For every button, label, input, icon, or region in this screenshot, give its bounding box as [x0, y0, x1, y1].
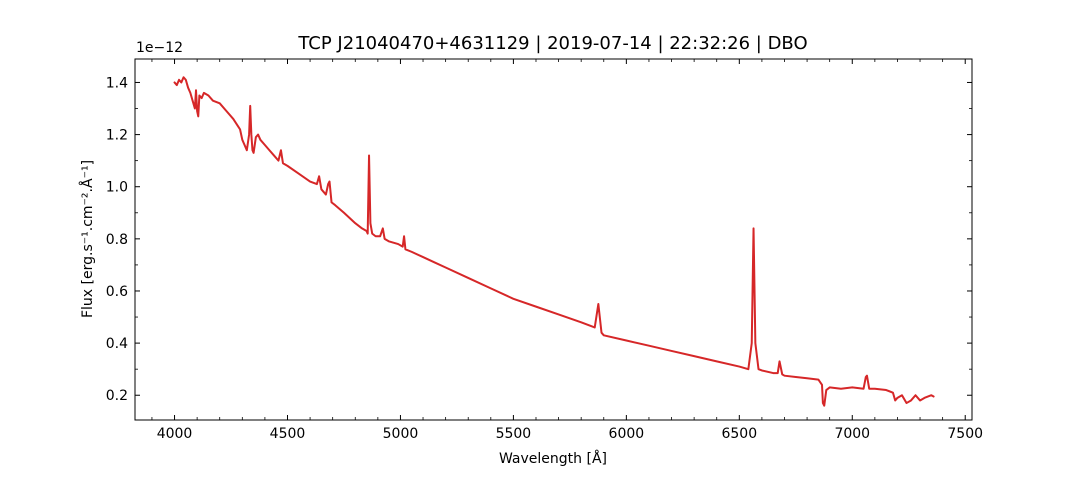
- series-layer: [173, 76, 935, 407]
- y-tick-label: 0.6: [106, 284, 128, 300]
- x-tick-label: 4000: [157, 426, 193, 442]
- y-tick-label: 0.8: [106, 232, 128, 248]
- x-tick-label: 7000: [834, 426, 870, 442]
- plot-frame: [134, 58, 973, 421]
- y-tick-label: 1.0: [106, 180, 128, 196]
- y-axis-title: Flux [erg.s⁻¹.cm⁻².Å⁻¹]: [79, 160, 96, 318]
- chart-title: TCP J21040470+4631129 | 2019-07-14 | 22:…: [297, 33, 807, 54]
- y-tick-label: 0.4: [106, 336, 128, 352]
- y-offset-label: 1e−12: [136, 40, 183, 56]
- x-tick-label: 5000: [383, 426, 419, 442]
- x-axis-title: Wavelength [Å]: [499, 450, 607, 467]
- x-tick-label: 6500: [721, 426, 757, 442]
- x-tick-label: 7500: [947, 426, 983, 442]
- x-tick-label: 4500: [270, 426, 306, 442]
- y-tick-label: 1.2: [106, 128, 128, 144]
- x-tick-label: 6000: [609, 426, 645, 442]
- x-axis-ticks: 4000 4500 5000 5500 6000 6500 7000 7500: [151, 59, 983, 442]
- y-axis-ticks: 0.2 0.4 0.6 0.8 1.0 1.2 1.4: [106, 75, 972, 404]
- y-tick-label: 0.2: [106, 388, 128, 404]
- spectrum-line: [173, 76, 935, 407]
- x-tick-label: 5500: [496, 426, 532, 442]
- y-tick-label: 1.4: [106, 75, 128, 91]
